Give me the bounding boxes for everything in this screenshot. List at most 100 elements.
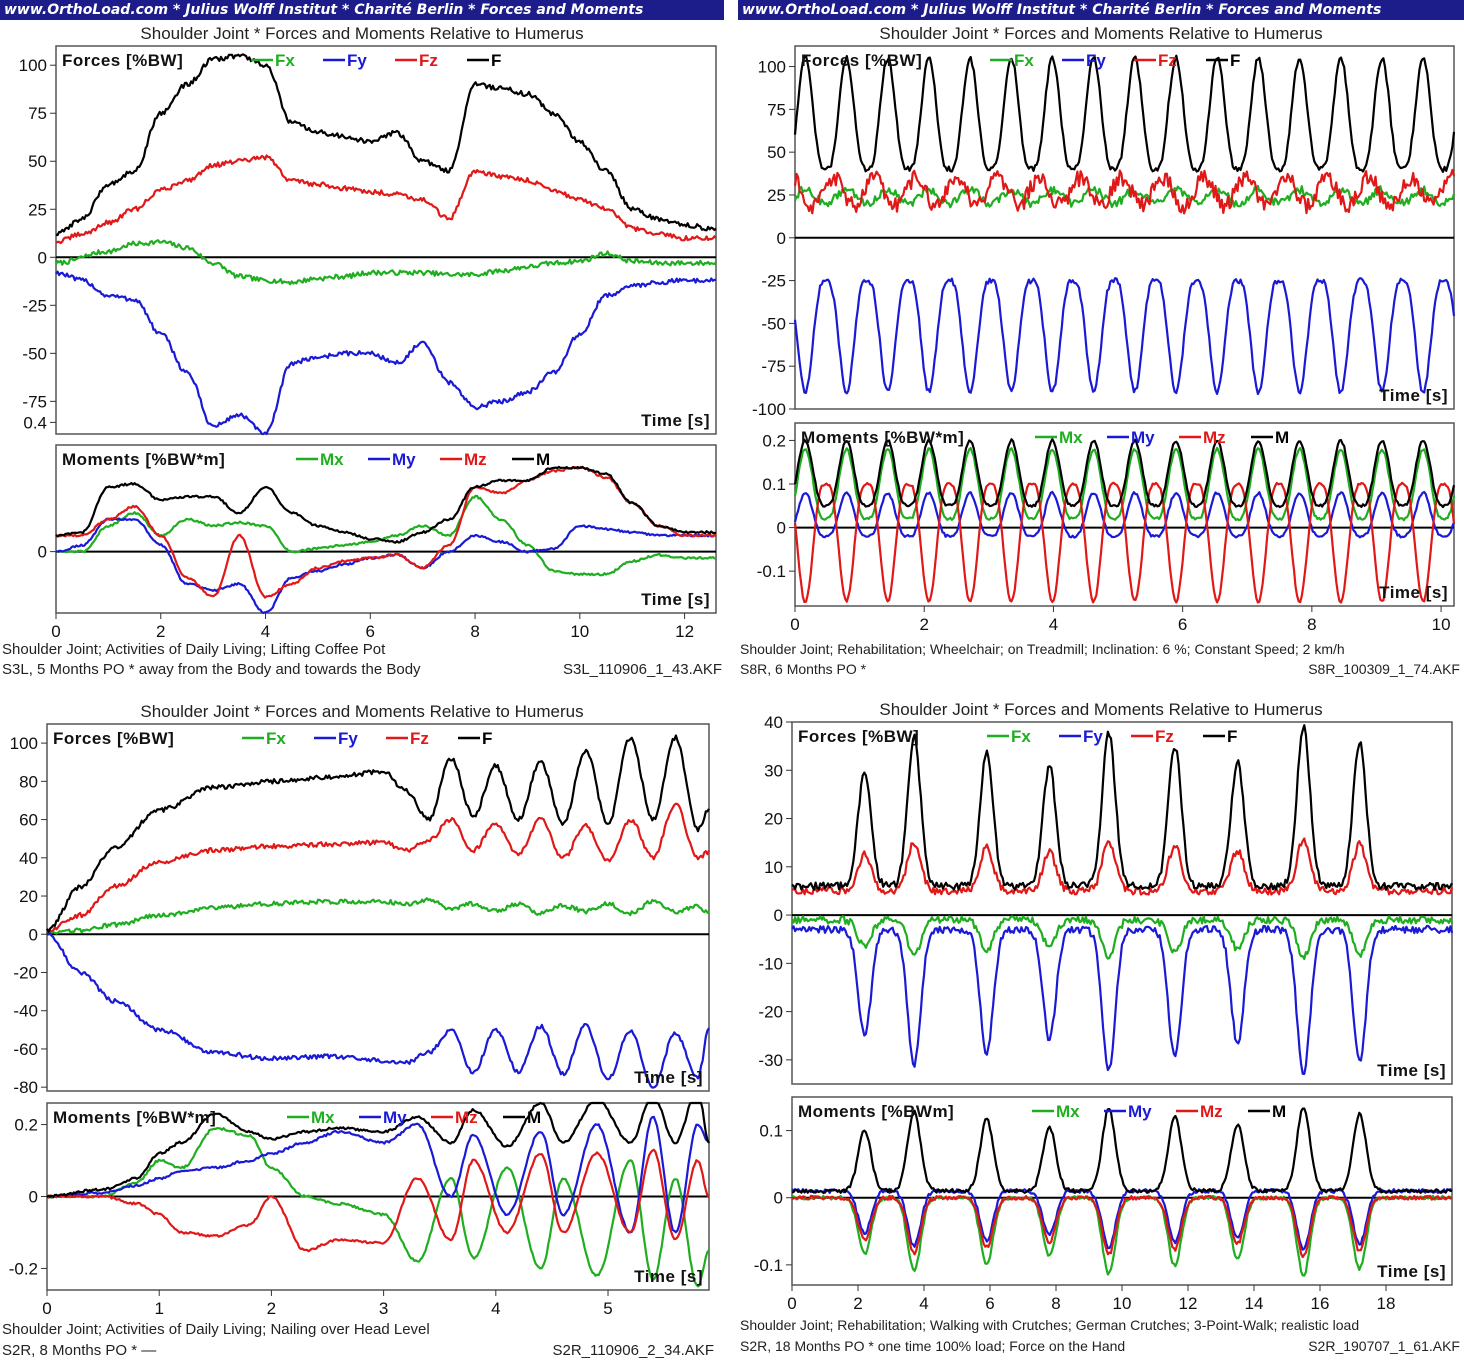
series-line-m [46, 1101, 710, 1198]
series-line-fx [791, 915, 1454, 960]
series-line-fx [793, 184, 1456, 209]
y-tick-label: 25 [28, 200, 47, 219]
panel-title: Shoulder Joint * Forces and Moments Rela… [140, 702, 584, 721]
x-axis-label: Time [s] [1377, 1061, 1446, 1080]
y-tick-label: -50 [22, 344, 47, 363]
chart-2-moments: 0.2 0 -0.2 0 1 2 3 4 5 Moments [%BW*m] Mx My Mz M Time… [9, 1101, 710, 1318]
plot-title: Forces [%BW] [62, 51, 183, 70]
footer-subject: S3L, 5 Months PO * away from the Body an… [2, 661, 421, 678]
chart-3-forces: 40 30 20 10 0 -10 -20 -30 Forces [%BW] Fx Fy Fz F Tim… [758, 713, 1454, 1085]
legend-label-mz: Mz [464, 450, 487, 469]
x-tick-label: 2 [919, 615, 928, 634]
y-tick-label: 100 [19, 56, 47, 75]
series-line-fy [46, 931, 710, 1089]
y-tick-label: -0.1 [754, 1256, 783, 1275]
y-tick-label: -30 [758, 1051, 783, 1070]
x-axis-label: Time [s] [1379, 583, 1448, 602]
x-tick-label: 12 [675, 622, 694, 641]
x-axis-label: Time [s] [641, 590, 710, 609]
legend-label-fz: Fz [419, 51, 438, 70]
legend-label-fx: Fx [275, 51, 295, 70]
legend-label-my: My [383, 1108, 407, 1127]
x-axis-label: Time [s] [1377, 1262, 1446, 1281]
panel-wheelchair-treadmill: www.OrthoLoad.com * Julius Wolff Institu… [738, 0, 1464, 680]
footer-file: S8R_100309_1_74.AKF [1308, 661, 1460, 677]
plot-frame [55, 444, 717, 614]
y-tick-label: 0.1 [759, 1122, 783, 1141]
legend-label-fx: Fx [1014, 51, 1034, 70]
y-tick-label: -100 [752, 400, 786, 419]
plot-frame [46, 723, 710, 1092]
legend-label-fy: Fy [1083, 727, 1103, 746]
footer-file: S2R_110906_2_34.AKF [552, 1342, 714, 1359]
y-tick-label: -50 [761, 314, 786, 333]
legend-label-mx: Mx [320, 450, 344, 469]
x-axis-label: Time [s] [1379, 386, 1448, 405]
series-line-mz [791, 1194, 1453, 1259]
legend-label-f: F [1230, 51, 1240, 70]
plot-title: Moments [%BW*m] [53, 1108, 216, 1127]
x-tick-label: 0 [42, 1299, 51, 1318]
chart-0-moments: 0.4 0 0 2 4 6 8 10 12 Moments [%BW*m] Mx My Mz M Time … [23, 413, 717, 641]
y-tick-label: -10 [758, 954, 783, 973]
y-tick-label: 10 [764, 858, 783, 877]
y-tick-label: 25 [767, 186, 786, 205]
legend-label-my: My [1128, 1102, 1152, 1121]
y-tick-label: 100 [758, 58, 786, 77]
series-line-fy [793, 277, 1456, 396]
orthoload-banner: www.OrthoLoad.com * Julius Wolff Institu… [0, 0, 724, 20]
y-tick-label: 0 [774, 906, 783, 925]
footer-subject: S2R, 8 Months PO * — [2, 1342, 157, 1359]
y-tick-label: 20 [19, 887, 38, 906]
y-tick-label: 0.4 [23, 413, 47, 432]
footer-description: Shoulder Joint; Rehabilitation; Walking … [740, 1317, 1360, 1333]
y-tick-label: -25 [761, 272, 786, 291]
panel-title: Shoulder Joint * Forces and Moments Rela… [879, 24, 1323, 43]
x-tick-label: 6 [985, 1294, 994, 1313]
legend-label-f: F [1227, 727, 1237, 746]
legend-label-mz: Mz [455, 1108, 478, 1127]
x-tick-label: 4 [919, 1294, 928, 1313]
chart-0-forces: 100 75 50 25 0 -25 -50 -75 Forces [%BW] Fx Fy Fz F Ti… [19, 45, 717, 436]
y-tick-label: 75 [28, 104, 47, 123]
series-line-m [793, 438, 1456, 509]
legend-label-mz: Mz [1200, 1102, 1223, 1121]
y-tick-label: 75 [767, 100, 786, 119]
x-tick-label: 1 [154, 1299, 163, 1318]
legend-label-fz: Fz [1155, 727, 1174, 746]
legend-label-my: My [1131, 428, 1155, 447]
legend-label-fz: Fz [1158, 51, 1177, 70]
legend-label-fy: Fy [1086, 51, 1106, 70]
x-tick-label: 14 [1245, 1294, 1264, 1313]
x-tick-label: 10 [1113, 1294, 1132, 1313]
series-line-f [46, 734, 710, 933]
plot-title: Moments [%BWm] [798, 1102, 954, 1121]
x-axis-label: Time [s] [634, 1267, 703, 1286]
y-tick-label: 0.1 [762, 475, 786, 494]
series-line-f [791, 724, 1453, 891]
y-tick-label: 40 [19, 849, 38, 868]
y-tick-label: -0.1 [757, 562, 786, 581]
chart-2-forces: 100 80 60 40 20 0 -20 -40 -60 -80 Forces [%BW] Fx Fy… [10, 723, 711, 1097]
footer-subject: S8R, 6 Months PO * [740, 661, 867, 677]
series-line-f [55, 53, 717, 237]
y-tick-label: 20 [764, 810, 783, 829]
x-tick-label: 2 [156, 622, 165, 641]
plot-frame [791, 721, 1453, 1085]
x-tick-label: 4 [261, 622, 270, 641]
x-tick-label: 0 [787, 1294, 796, 1313]
footer-description: Shoulder Joint; Rehabilitation; Wheelcha… [740, 641, 1345, 657]
y-tick-label: 100 [10, 734, 38, 753]
x-tick-label: 8 [1051, 1294, 1060, 1313]
series-line-my [47, 1115, 710, 1234]
legend-label-fz: Fz [410, 729, 429, 748]
y-tick-label: 0 [38, 543, 47, 562]
orthoload-banner: www.OrthoLoad.com * Julius Wolff Institu… [738, 0, 1464, 20]
legend-label-f: F [491, 51, 501, 70]
y-tick-label: 50 [767, 143, 786, 162]
plot-title: Forces [%BW] [798, 727, 919, 746]
plot-frame [55, 45, 717, 435]
x-tick-label: 12 [1179, 1294, 1198, 1313]
y-tick-label: 60 [19, 811, 38, 830]
plot-title: Forces [%BW] [801, 51, 922, 70]
